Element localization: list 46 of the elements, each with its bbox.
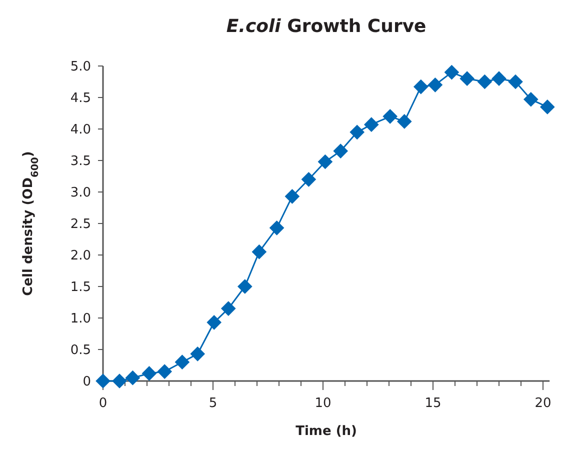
y-tick-label: 3.0 (70, 186, 91, 201)
point (444, 64, 460, 80)
point (301, 172, 316, 187)
x-tick-label: 15 (424, 396, 442, 411)
point (252, 244, 267, 260)
point (413, 79, 428, 94)
y-tick-label: 2.0 (70, 248, 91, 264)
point (396, 114, 412, 129)
point (157, 364, 172, 379)
point (428, 77, 443, 92)
point (220, 301, 236, 316)
point (460, 71, 475, 86)
point (125, 370, 140, 386)
y-tick-label: 0 (82, 374, 91, 390)
y-tick-label: 5.0 (70, 60, 91, 75)
x-axis-title: Time (h) (296, 424, 357, 439)
point (190, 346, 206, 362)
x-tick-label: 5 (208, 396, 218, 411)
point (492, 71, 506, 86)
chart-title: E.coli Growth Curve (226, 16, 426, 37)
point (142, 366, 157, 381)
point (382, 108, 398, 124)
point (540, 100, 555, 114)
x-tick-label: 20 (534, 396, 552, 411)
y-tick-label: 2.5 (70, 217, 91, 232)
x-tick-label: 0 (98, 396, 108, 411)
point (333, 144, 348, 158)
y-tick-label: 1.5 (70, 280, 91, 296)
point (318, 154, 333, 170)
point (206, 314, 222, 330)
y-tick-label: 1.0 (70, 312, 91, 327)
y-tick-label: 4.5 (70, 91, 91, 106)
point (477, 74, 492, 90)
point (350, 124, 365, 140)
point (269, 220, 284, 236)
point (364, 117, 379, 132)
y-tick-label: 4.0 (70, 122, 91, 138)
point (112, 374, 127, 388)
point (174, 354, 190, 370)
x-tick-label: 10 (314, 396, 332, 411)
point (508, 74, 523, 90)
y-tick-label: 0.5 (70, 343, 91, 358)
point (523, 92, 538, 107)
point (237, 279, 252, 294)
y-tick-label: 3.5 (70, 154, 91, 170)
point (284, 188, 300, 204)
